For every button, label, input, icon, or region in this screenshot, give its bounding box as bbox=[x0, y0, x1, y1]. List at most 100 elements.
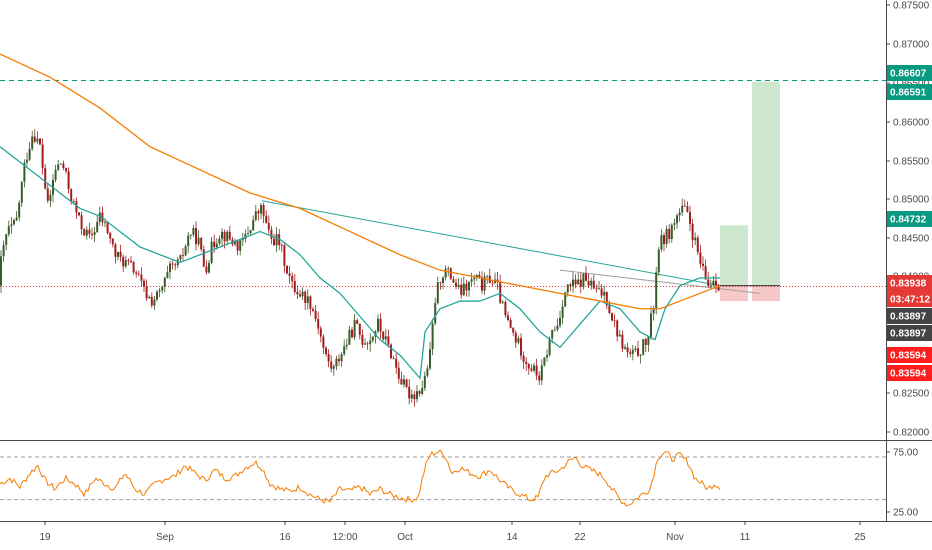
candle-body bbox=[460, 284, 463, 296]
candle-body bbox=[260, 205, 262, 214]
candle-body bbox=[239, 240, 242, 251]
candle-body bbox=[525, 361, 528, 365]
candle-body bbox=[182, 254, 184, 256]
candle-body bbox=[522, 355, 525, 362]
stop-zone bbox=[720, 285, 748, 302]
candle-body bbox=[509, 319, 512, 328]
candle-body bbox=[273, 238, 275, 246]
candle-body bbox=[28, 148, 31, 160]
price-tick-label: 0.82000 bbox=[893, 428, 930, 439]
candle-body bbox=[618, 334, 621, 337]
price-tag-label: 0.86591 bbox=[890, 88, 927, 99]
candle-body bbox=[257, 211, 260, 214]
candle-body bbox=[364, 343, 366, 345]
candle-body bbox=[382, 331, 385, 340]
candle-body bbox=[709, 285, 712, 287]
candle-body bbox=[340, 354, 343, 362]
candle-body bbox=[205, 266, 208, 273]
candle-body bbox=[358, 323, 361, 335]
candle-body bbox=[345, 344, 348, 347]
candle-body bbox=[483, 276, 486, 291]
candle-body bbox=[332, 366, 335, 369]
candle-body bbox=[681, 205, 684, 213]
candle-body bbox=[96, 221, 99, 233]
candle-body bbox=[280, 245, 283, 246]
candle-body bbox=[189, 234, 192, 236]
fast-moving-average bbox=[0, 146, 720, 380]
candle-body bbox=[556, 325, 559, 330]
candle-body bbox=[275, 234, 278, 246]
price-tags: 0.86607 0.86591 0.84732 0.83938 03:47:12 0.83… bbox=[887, 65, 932, 381]
candle-body bbox=[559, 317, 561, 326]
time-tick-label: 19 bbox=[39, 532, 51, 543]
candle-body bbox=[122, 256, 125, 267]
candle-body bbox=[169, 263, 171, 273]
candle-body bbox=[270, 229, 273, 239]
candle-body bbox=[249, 230, 252, 234]
price-tag bbox=[887, 291, 932, 307]
candle-body bbox=[236, 240, 239, 251]
candle-body bbox=[41, 144, 44, 168]
candle-body bbox=[187, 235, 190, 247]
time-axis[interactable]: 19 Sep 16 12:00 Oct 14 22 Nov 11 25 bbox=[39, 521, 866, 543]
rsi-pane-background[interactable] bbox=[0, 441, 886, 521]
candle-body bbox=[598, 288, 600, 290]
candle-body bbox=[442, 277, 444, 284]
candle-body bbox=[423, 375, 426, 389]
candle-body bbox=[538, 375, 541, 381]
candle-body bbox=[65, 168, 67, 172]
candle-body bbox=[166, 272, 169, 278]
candle-body bbox=[314, 310, 317, 320]
candle-body bbox=[717, 285, 720, 291]
candle-body bbox=[540, 365, 543, 381]
candle-body bbox=[449, 268, 452, 280]
position-boxes bbox=[720, 81, 780, 302]
candle-body bbox=[54, 169, 57, 180]
candle-body bbox=[288, 273, 291, 276]
candle-body bbox=[470, 279, 473, 282]
candle-body bbox=[650, 313, 652, 337]
candle-body bbox=[397, 367, 400, 379]
candle-body bbox=[413, 394, 416, 400]
candle-body bbox=[299, 294, 301, 297]
candle-body bbox=[176, 259, 179, 266]
candle-body bbox=[452, 279, 455, 283]
price-tag bbox=[887, 211, 932, 227]
candle-body bbox=[184, 246, 187, 256]
candle-body bbox=[140, 274, 143, 281]
candle-body bbox=[678, 212, 681, 216]
candle-body bbox=[410, 394, 413, 399]
candle-body bbox=[267, 222, 270, 230]
candle-body bbox=[527, 364, 530, 369]
candle-body bbox=[564, 292, 567, 307]
price-tag-label: 0.83594 bbox=[890, 369, 927, 380]
candle-body bbox=[26, 159, 28, 163]
candle-body bbox=[657, 249, 660, 273]
candle-body bbox=[566, 284, 569, 293]
candle-body bbox=[221, 231, 223, 239]
candle-body bbox=[683, 205, 686, 207]
candle-body bbox=[546, 355, 548, 358]
time-tick-label: 16 bbox=[279, 532, 291, 543]
candle-body bbox=[306, 296, 309, 303]
candle-body bbox=[587, 280, 590, 286]
candle-body bbox=[322, 336, 325, 348]
moving-averages bbox=[0, 53, 721, 380]
candle-body bbox=[590, 280, 593, 286]
candle-body bbox=[317, 319, 320, 329]
candle-body bbox=[457, 284, 460, 287]
candle-body bbox=[75, 201, 78, 213]
main-pane-background[interactable] bbox=[0, 0, 886, 440]
candles bbox=[0, 128, 720, 407]
rsi-axis[interactable]: 75.00 25.00 bbox=[886, 448, 918, 519]
candle-body bbox=[548, 338, 551, 356]
candle-body bbox=[33, 136, 36, 142]
candle-body bbox=[98, 212, 101, 222]
candle-body bbox=[465, 283, 468, 291]
price-tick-label: 0.87000 bbox=[893, 40, 930, 51]
candle-body bbox=[348, 329, 351, 345]
candle-body bbox=[475, 274, 478, 278]
stop-zone bbox=[752, 285, 780, 302]
candle-body bbox=[668, 228, 671, 240]
